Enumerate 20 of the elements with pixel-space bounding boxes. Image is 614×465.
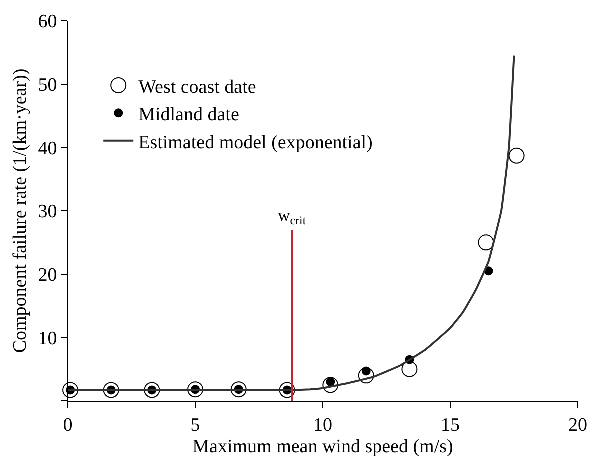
x-tick-label: 10 [314, 414, 332, 436]
x-axis-title: Maximum mean wind speed (m/s) [192, 436, 454, 458]
point [402, 361, 418, 378]
y-tick-label: 50 [38, 74, 58, 96]
y-tick-label: 20 [38, 264, 58, 286]
annotation: w$_{crit}$ [278, 206, 307, 228]
legend-label: Midland date [138, 104, 240, 126]
point [478, 234, 494, 251]
x-tick-label: 0 [63, 414, 73, 436]
x-tick-label: 5 [190, 414, 200, 436]
y-tick-label: 10 [38, 328, 58, 350]
legend-label: Estimated model (exponential) [138, 132, 373, 154]
y-tick-label: 60 [38, 12, 58, 33]
legend-label: West coast date [138, 76, 256, 98]
point [508, 148, 525, 164]
y-axis-title: Component failure rate (1/(km·year)) [10, 68, 32, 354]
x-tick-label: 20 [568, 414, 588, 436]
y-tick-label: 40 [38, 138, 58, 160]
x-tick-label: 15 [441, 414, 460, 436]
y-tick-label: 30 [38, 202, 58, 223]
